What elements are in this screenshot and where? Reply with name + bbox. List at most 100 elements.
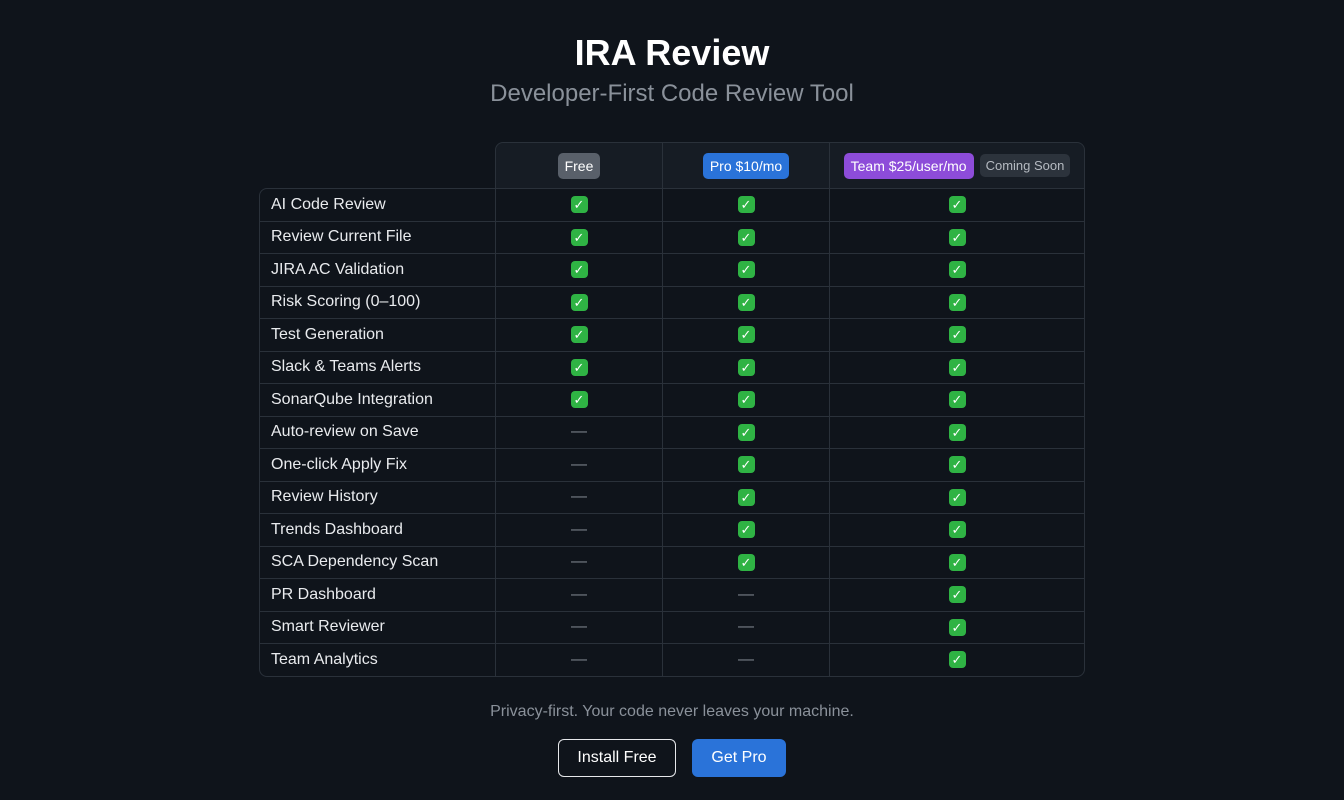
pro-availability-cell: ✓ (663, 416, 830, 448)
dash-icon: — (571, 423, 587, 441)
table-row: Auto-review on Save — ✓ ✓ (260, 415, 1084, 448)
checkmark-icon: ✓ (948, 391, 966, 409)
feature-name: SonarQube Integration (260, 384, 496, 416)
dash-icon: — (738, 650, 754, 668)
table-row: One-click Apply Fix — ✓ ✓ (260, 448, 1084, 481)
free-availability-cell: ✓ (496, 319, 663, 351)
dash-icon: — (571, 618, 587, 636)
checkmark-icon: ✓ (948, 196, 966, 214)
pro-availability-cell: ✓ (663, 449, 830, 481)
free-availability-cell: — (496, 546, 663, 578)
pro-availability-cell: — (663, 611, 830, 643)
checkmark-icon: ✓ (737, 228, 755, 246)
page-subtitle: Developer-First Code Review Tool (490, 80, 854, 107)
checkmark-icon: ✓ (948, 586, 966, 604)
checkmark-icon: ✓ (737, 391, 755, 409)
checkmark-icon: ✓ (948, 618, 966, 636)
pro-availability-cell: ✓ (663, 254, 830, 286)
feature-name: One-click Apply Fix (260, 449, 496, 481)
install-free-button[interactable]: Install Free (558, 739, 676, 777)
coming-soon-badge: Coming Soon (979, 154, 1071, 177)
free-availability-cell: — (496, 481, 663, 513)
plan-header-free: Free (496, 143, 663, 188)
pro-availability-cell: ✓ (663, 514, 830, 546)
dash-icon: — (571, 585, 587, 603)
checkmark-icon: ✓ (948, 228, 966, 246)
checkmark-icon: ✓ (737, 196, 755, 214)
pro-availability-cell: ✓ (663, 384, 830, 416)
free-plan-badge: Free (557, 152, 601, 179)
table-row: AI Code Review ✓ ✓ ✓ (260, 189, 1084, 221)
feature-name: Review History (260, 481, 496, 513)
table-row: Smart Reviewer — — ✓ (260, 610, 1084, 644)
get-pro-button[interactable]: Get Pro (692, 739, 786, 777)
table-row: SCA Dependency Scan — ✓ ✓ (260, 545, 1084, 579)
feature-name: Slack & Teams Alerts (260, 351, 496, 383)
checkmark-icon: ✓ (948, 326, 966, 344)
dash-icon: — (571, 650, 587, 668)
feature-rows: AI Code Review ✓ ✓ ✓ Review Current File ✓ ✓ ✓ J… (259, 188, 1085, 677)
cta-buttons: Install Free Get Pro (558, 739, 786, 777)
dash-icon: — (571, 520, 587, 538)
team-availability-cell: ✓ (830, 319, 1084, 351)
free-availability-cell: — (496, 449, 663, 481)
table-row: Trends Dashboard — ✓ ✓ (260, 513, 1084, 546)
checkmark-icon: ✓ (948, 456, 966, 474)
checkmark-icon: ✓ (570, 293, 588, 311)
team-availability-cell: ✓ (830, 644, 1084, 676)
feature-name: SCA Dependency Scan (260, 546, 496, 578)
feature-name: Risk Scoring (0–100) (260, 286, 496, 318)
checkmark-icon: ✓ (948, 358, 966, 376)
free-availability-cell: ✓ (496, 189, 663, 221)
table-row: SonarQube Integration ✓ ✓ ✓ (260, 383, 1084, 416)
team-availability-cell: ✓ (830, 384, 1084, 416)
pro-availability-cell: ✓ (663, 481, 830, 513)
checkmark-icon: ✓ (948, 488, 966, 506)
feature-name: PR Dashboard (260, 579, 496, 611)
feature-name: Smart Reviewer (260, 611, 496, 643)
team-availability-cell: ✓ (830, 254, 1084, 286)
plan-header-team: Team $25/user/mo Coming Soon (830, 143, 1084, 188)
pro-availability-cell: — (663, 644, 830, 676)
team-availability-cell: ✓ (830, 514, 1084, 546)
dash-icon: — (738, 618, 754, 636)
team-availability-cell: ✓ (830, 222, 1084, 254)
checkmark-icon: ✓ (737, 261, 755, 279)
free-availability-cell: — (496, 514, 663, 546)
team-plan-badge: Team $25/user/mo (843, 152, 974, 179)
team-availability-cell: ✓ (830, 547, 1084, 579)
checkmark-icon: ✓ (948, 521, 966, 539)
checkmark-icon: ✓ (948, 553, 966, 571)
table-row: Review Current File ✓ ✓ ✓ (260, 220, 1084, 254)
table-row: PR Dashboard — — ✓ (260, 578, 1084, 611)
checkmark-icon: ✓ (737, 293, 755, 311)
table-row: Test Generation ✓ ✓ ✓ (260, 318, 1084, 351)
feature-name: JIRA AC Validation (260, 254, 496, 286)
table-row: Slack & Teams Alerts ✓ ✓ ✓ (260, 350, 1084, 383)
feature-comparison-table: Free Pro $10/mo Team $25/user/mo Coming … (259, 142, 1085, 677)
dash-icon: — (738, 585, 754, 603)
pro-availability-cell: ✓ (663, 286, 830, 318)
team-availability-cell: ✓ (830, 449, 1084, 481)
free-availability-cell: ✓ (496, 384, 663, 416)
table-row: Risk Scoring (0–100) ✓ ✓ ✓ (260, 285, 1084, 318)
checkmark-icon: ✓ (737, 326, 755, 344)
privacy-note: Privacy-first. Your code never leaves yo… (490, 703, 854, 720)
team-availability-cell: ✓ (830, 612, 1084, 644)
free-availability-cell: — (496, 644, 663, 676)
plan-header-pro: Pro $10/mo (663, 143, 830, 188)
feature-name: AI Code Review (260, 189, 496, 221)
pro-availability-cell: ✓ (663, 319, 830, 351)
checkmark-icon: ✓ (570, 228, 588, 246)
pro-availability-cell: ✓ (663, 221, 830, 253)
checkmark-icon: ✓ (737, 456, 755, 474)
checkmark-icon: ✓ (570, 261, 588, 279)
checkmark-icon: ✓ (570, 326, 588, 344)
checkmark-icon: ✓ (737, 521, 755, 539)
checkmark-icon: ✓ (948, 293, 966, 311)
free-availability-cell: ✓ (496, 254, 663, 286)
pro-availability-cell: ✓ (663, 351, 830, 383)
checkmark-icon: ✓ (737, 423, 755, 441)
team-availability-cell: ✓ (830, 579, 1084, 611)
dash-icon: — (571, 455, 587, 473)
